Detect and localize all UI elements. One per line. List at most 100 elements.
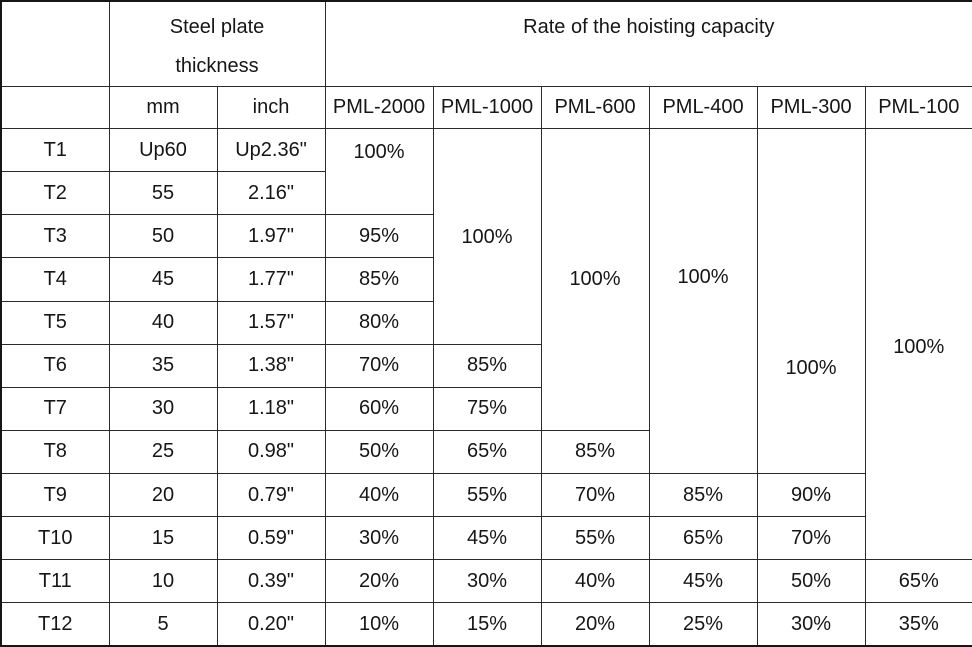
capacity-cell-pml-300-t10: 70% (756, 516, 866, 561)
table-row-t4: T4 45 1.77" 85% (0, 257, 972, 302)
capacity-cell-pml-400-t10: 65% (648, 516, 758, 561)
mm-cell-t7: 30 (108, 386, 218, 431)
inch-cell-t1: Up2.36" (216, 127, 326, 173)
capacity-cell-pml-1000-t9: 55% (432, 472, 542, 518)
capacity-cell-pml-2000-t4: 85% (324, 257, 434, 302)
capacity-value: 100% (353, 141, 405, 163)
capacity-cell-pml-2000-t9: 40% (324, 472, 434, 518)
mm-cell-t9: 20 (108, 472, 218, 518)
rate-of-hoisting-capacity-header: Rate of the hoisting capacity (324, 0, 972, 87)
steel-plate-thickness-header: Steel plate thickness (108, 0, 326, 87)
capacity-cell-pml-2000-t5: 80% (324, 300, 434, 345)
row-label-t3: T3 (0, 214, 110, 259)
header-group-row: Steel plate thickness Rate of the hoisting… (0, 0, 972, 87)
steel-plate-thickness-line1: Steel plate (169, 16, 265, 38)
mm-cell-t4: 45 (108, 257, 218, 302)
row-label-t6: T6 (0, 343, 110, 388)
capacity-cell-pml-100-t12: 35% (864, 602, 972, 647)
table-row-t8: T8 25 0.98" 50% 65% 85% (0, 429, 972, 475)
capacity-cell-pml-100-t11: 65% (864, 559, 972, 604)
table-body: T1 Up60 Up2.36" 100% 100% 100% 100% 100% 100% T2 5… (0, 127, 972, 647)
capacity-cell-pml-1000-t1: 100% (432, 128, 542, 345)
capacity-cell-pml-1000-t11: 30% (432, 559, 542, 604)
capacity-cell-pml-1000-t7: 75% (432, 386, 542, 431)
row-label-t9: T9 (0, 472, 110, 518)
model-column-header-pml-2000: PML-2000 (324, 86, 434, 129)
table-row-t3: T3 50 1.97" 95% (0, 214, 972, 259)
inch-cell-t8: 0.98" (216, 429, 326, 475)
row-label-t7: T7 (0, 386, 110, 431)
mm-cell-t12: 5 (108, 602, 218, 647)
row-label-t10: T10 (0, 516, 110, 561)
capacity-cell-pml-100-t1: 100% (864, 127, 972, 561)
model-column-header-pml-1000: PML-1000 (432, 86, 542, 129)
inch-cell-t5: 1.57" (216, 300, 326, 345)
table-row-t1: T1 Up60 Up2.36" 100% 100% 100% 100% 100% 100% (0, 127, 972, 561)
row-label-t1: T1 (0, 127, 110, 173)
capacity-cell-pml-600-t12: 20% (540, 602, 650, 647)
capacity-cell-pml-400-t11: 45% (648, 559, 758, 604)
capacity-cell-pml-2000-t7: 60% (324, 386, 434, 431)
inch-cell-t9: 0.79" (216, 472, 326, 518)
capacity-cell-pml-600-t8: 85% (540, 429, 650, 475)
rate-of-hoisting-capacity-label: Rate of the hoisting capacity (523, 16, 775, 38)
capacity-cell-pml-2000-t1: 100% (324, 127, 434, 216)
model-column-header-pml-300: PML-300 (756, 86, 866, 129)
capacity-cell-pml-300-t12: 30% (756, 602, 866, 647)
capacity-cell-pml-2000-t3: 95% (324, 214, 434, 259)
table-row-t10: T10 15 0.59" 30% 45% 55% 65% 70% (0, 516, 972, 561)
capacity-cell-pml-300-t11: 50% (756, 559, 866, 604)
row-label-t8: T8 (0, 429, 110, 475)
capacity-cell-pml-600-t1: 100% (540, 128, 650, 431)
table-header: Steel plate thickness Rate of the hoisting… (0, 0, 972, 129)
capacity-cell-pml-400-t9: 85% (648, 472, 758, 518)
table-row-t2: T2 55 2.16" (0, 171, 972, 216)
row-label-t4: T4 (0, 257, 110, 302)
mm-cell-t3: 50 (108, 214, 218, 259)
mm-cell-t6: 35 (108, 343, 218, 388)
unit-column-header-mm: mm (108, 86, 218, 129)
inch-cell-t3: 1.97" (216, 214, 326, 259)
model-column-header-pml-100: PML-100 (864, 86, 972, 129)
capacity-cell-pml-300-t1: 100% (756, 128, 866, 474)
inch-cell-t12: 0.20" (216, 602, 326, 647)
capacity-cell-pml-1000-t10: 45% (432, 516, 542, 561)
inch-cell-t11: 0.39" (216, 559, 326, 604)
row-label-t2: T2 (0, 171, 110, 216)
capacity-cell-pml-300-t9: 90% (756, 472, 866, 518)
row-label-t5: T5 (0, 300, 110, 345)
capacity-cell-pml-1000-t6: 85% (432, 343, 542, 388)
capacity-cell-pml-600-t10: 55% (540, 516, 650, 561)
table-row-t9: T9 20 0.79" 40% 55% 70% 85% 90% (0, 472, 972, 518)
model-column-header-pml-600: PML-600 (540, 86, 650, 129)
table-row-t7: T7 30 1.18" 60% 75% (0, 386, 972, 431)
capacity-cell-pml-400-t12: 25% (648, 602, 758, 647)
row-label-t11: T11 (0, 559, 110, 604)
inch-cell-t7: 1.18" (216, 386, 326, 431)
capacity-value: 100% (677, 266, 729, 288)
mm-cell-t1: Up60 (108, 127, 218, 173)
capacity-cell-pml-2000-t12: 10% (324, 602, 434, 647)
mm-cell-t2: 55 (108, 171, 218, 216)
table-row-t5: T5 40 1.57" 80% (0, 300, 972, 345)
capacity-value: 100% (461, 226, 513, 248)
capacity-cell-pml-2000-t6: 70% (324, 343, 434, 388)
row-label-t12: T12 (0, 602, 110, 647)
capacity-cell-pml-1000-t8: 65% (432, 429, 542, 475)
table-row-t11: T11 10 0.39" 20% 30% 40% 45% 50% 65% (0, 559, 972, 604)
inch-cell-t2: 2.16" (216, 171, 326, 216)
capacity-cell-pml-2000-t8: 50% (324, 429, 434, 475)
capacity-value: 100% (785, 357, 837, 379)
capacity-cell-pml-600-t9: 70% (540, 472, 650, 518)
corner-cell (0, 0, 110, 87)
mm-cell-t8: 25 (108, 429, 218, 475)
header-sub-row: mm inch PML-2000 PML-1000 PML-600 PML-400 PML-… (0, 86, 972, 129)
inch-cell-t10: 0.59" (216, 516, 326, 561)
table-row-t6: T6 35 1.38" 70% 85% (0, 343, 972, 388)
capacity-value: 100% (569, 268, 621, 290)
capacity-cell-pml-1000-t12: 15% (432, 602, 542, 647)
capacity-cell-pml-400-t1: 100% (648, 128, 758, 474)
corner-sub-cell (0, 86, 110, 129)
unit-column-header-inch: inch (216, 86, 326, 129)
